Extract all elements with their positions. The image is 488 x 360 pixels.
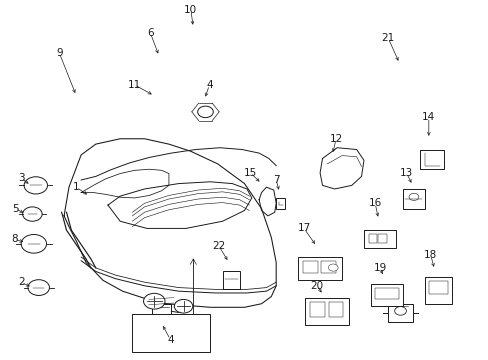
Bar xyxy=(328,302,343,317)
Bar xyxy=(310,302,325,317)
Bar xyxy=(303,261,317,273)
Text: 6: 6 xyxy=(147,28,153,38)
Text: 15: 15 xyxy=(243,168,257,178)
Text: 18: 18 xyxy=(423,250,436,260)
Circle shape xyxy=(197,106,213,118)
Circle shape xyxy=(408,193,418,201)
Circle shape xyxy=(21,234,46,253)
Bar xyxy=(387,304,412,321)
Bar xyxy=(305,298,348,325)
Bar xyxy=(222,271,239,289)
Circle shape xyxy=(143,293,164,309)
Text: 14: 14 xyxy=(421,112,434,122)
Circle shape xyxy=(24,177,47,194)
Text: 12: 12 xyxy=(329,134,342,144)
Text: 2: 2 xyxy=(18,277,24,287)
Bar xyxy=(428,281,447,294)
Circle shape xyxy=(22,207,42,221)
Text: 11: 11 xyxy=(128,80,141,90)
Text: 8: 8 xyxy=(11,234,18,244)
Bar xyxy=(419,149,444,169)
Text: 20: 20 xyxy=(309,281,323,291)
Text: 9: 9 xyxy=(56,48,62,58)
Text: 13: 13 xyxy=(399,168,412,178)
Text: 19: 19 xyxy=(373,263,386,273)
Bar xyxy=(276,198,285,209)
Bar xyxy=(424,277,451,304)
Text: 5: 5 xyxy=(12,204,19,214)
Text: 17: 17 xyxy=(297,224,310,233)
Bar xyxy=(132,315,210,352)
Bar xyxy=(321,261,335,273)
Text: 4: 4 xyxy=(205,80,212,90)
Bar xyxy=(374,288,398,299)
Circle shape xyxy=(28,280,49,296)
Text: 21: 21 xyxy=(381,33,394,43)
Bar xyxy=(152,304,171,316)
Bar xyxy=(298,257,341,280)
Bar xyxy=(370,284,402,306)
Circle shape xyxy=(174,300,192,313)
Text: 22: 22 xyxy=(212,241,225,251)
Bar xyxy=(377,234,386,243)
Text: 4: 4 xyxy=(167,334,173,345)
Bar xyxy=(402,189,424,209)
Text: 16: 16 xyxy=(368,198,381,208)
Circle shape xyxy=(394,307,406,315)
Text: 7: 7 xyxy=(272,175,279,185)
Text: 3: 3 xyxy=(18,173,24,183)
Circle shape xyxy=(328,264,337,271)
Bar xyxy=(363,230,395,248)
Bar xyxy=(368,234,377,243)
Text: 1: 1 xyxy=(73,182,80,192)
Text: 10: 10 xyxy=(184,5,197,15)
